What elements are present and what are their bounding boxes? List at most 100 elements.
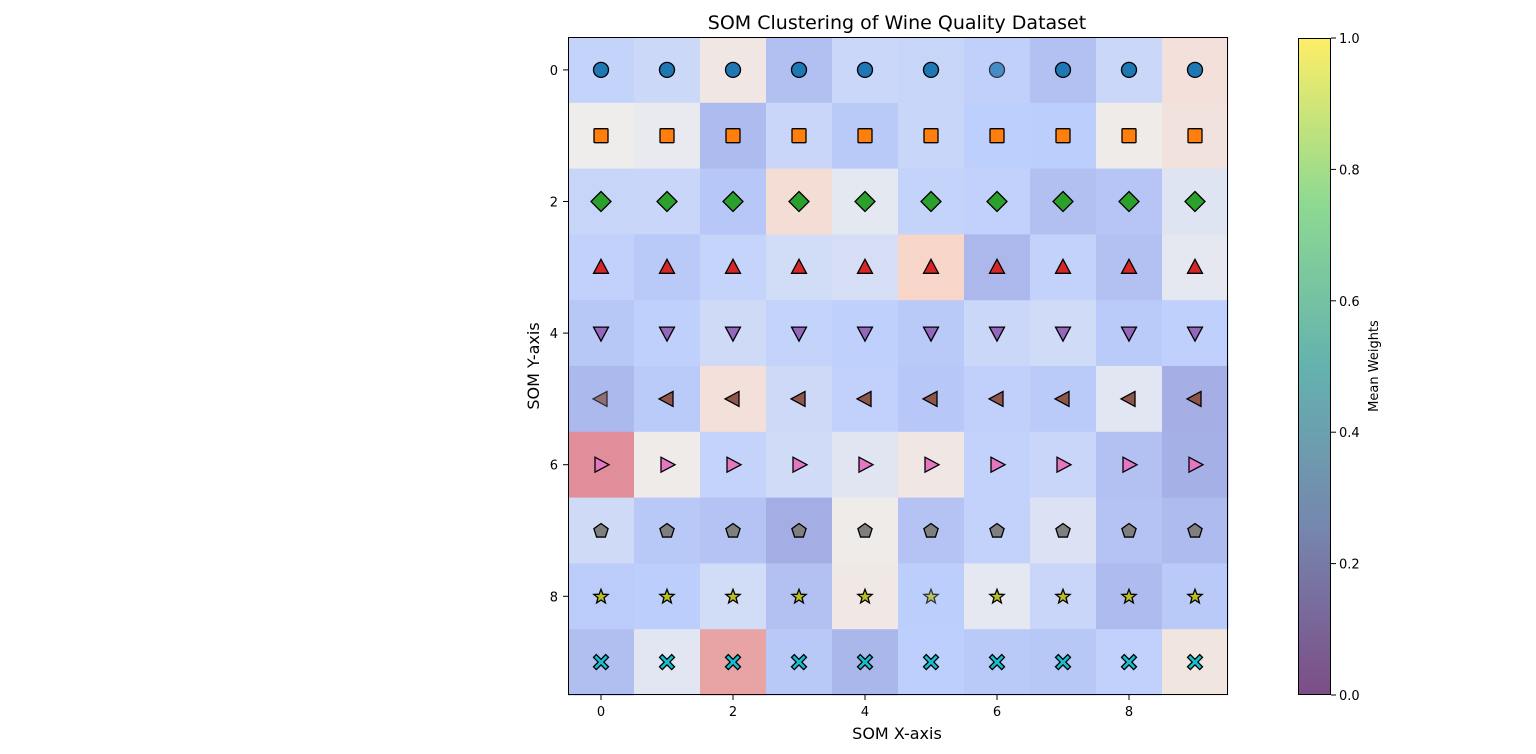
colorbar-frame: [1298, 38, 1331, 695]
plot-frame: [568, 37, 1228, 695]
x-filled-marker: [1120, 653, 1138, 671]
data-point: [594, 456, 611, 474]
data-point: [724, 257, 742, 274]
triangle-right-marker: [792, 456, 809, 474]
circle-marker: [988, 61, 1006, 79]
data-point: [856, 326, 874, 343]
data-point: [722, 190, 744, 213]
x-filled-marker: [988, 653, 1006, 671]
triangle-left-marker: [723, 390, 740, 408]
x-filled-marker: [856, 653, 874, 671]
x-axis-label: SOM X-axis: [852, 724, 942, 743]
data-point: [988, 587, 1006, 605]
marker-layer: [590, 61, 1206, 671]
triangle-right-marker: [726, 456, 743, 474]
colorbar-tick-label: 0.0: [1339, 689, 1360, 704]
triangle-up-marker: [592, 257, 610, 274]
diamond-marker: [1184, 190, 1206, 213]
square-marker: [725, 128, 741, 144]
data-point: [1184, 190, 1206, 213]
diamond-marker: [1118, 190, 1140, 213]
data-point: [1186, 61, 1204, 79]
data-point: [921, 390, 938, 408]
data-point: [724, 587, 742, 605]
data-point: [1120, 587, 1138, 605]
x-filled-marker: [592, 653, 610, 671]
data-point: [790, 257, 808, 274]
square-marker: [791, 128, 807, 144]
triangle-up-marker: [790, 257, 808, 274]
data-point: [659, 128, 675, 144]
data-point: [1120, 326, 1138, 343]
triangle-left-marker: [789, 390, 806, 408]
data-point: [789, 390, 806, 408]
data-point: [1054, 257, 1072, 274]
data-point: [658, 257, 676, 274]
circle-marker: [592, 61, 610, 79]
diamond-marker: [920, 190, 942, 213]
triangle-left-marker: [657, 390, 674, 408]
data-point: [987, 390, 1004, 408]
triangle-up-marker: [724, 257, 742, 274]
data-point: [1122, 456, 1139, 474]
data-point: [1187, 128, 1203, 144]
x-tick-label: 6: [993, 705, 1001, 720]
triangle-right-marker: [924, 456, 941, 474]
colorbar: 0.0 0.2 0.4 0.6 0.8 1.0 Mean Weights: [1298, 32, 1382, 704]
data-point: [790, 61, 808, 79]
triangle-up-marker: [988, 257, 1006, 274]
data-point: [988, 653, 1006, 671]
star-marker: [1120, 587, 1138, 605]
triangle-down-marker: [856, 326, 874, 343]
data-point: [858, 456, 875, 474]
y-tick-label: 8: [550, 590, 558, 605]
x-tick-label: 8: [1125, 705, 1133, 720]
data-point: [724, 61, 742, 79]
square-marker: [659, 128, 675, 144]
y-axis-label: SOM Y-axis: [524, 322, 543, 409]
data-point: [658, 653, 676, 671]
data-point: [1054, 61, 1072, 79]
x-tick-label: 4: [861, 705, 869, 720]
colorbar-tick-label: 0.4: [1339, 426, 1360, 441]
triangle-left-marker: [591, 390, 608, 408]
x-filled-marker: [1054, 653, 1072, 671]
data-point: [593, 128, 609, 144]
triangle-down-marker: [1054, 326, 1072, 343]
diamond-marker: [1052, 190, 1074, 213]
data-point: [1118, 190, 1140, 213]
colorbar-gradient: [1298, 38, 1331, 695]
data-point: [591, 390, 608, 408]
data-point: [920, 190, 942, 213]
pentagon-marker: [923, 522, 939, 538]
triangle-right-marker: [594, 456, 611, 474]
triangle-up-marker: [922, 257, 940, 274]
data-point: [923, 522, 939, 538]
data-point: [856, 587, 874, 605]
data-point: [1120, 61, 1138, 79]
data-point: [593, 522, 609, 538]
diamond-marker: [788, 190, 810, 213]
data-point: [854, 190, 876, 213]
triangle-down-marker: [922, 326, 940, 343]
data-point: [1053, 390, 1070, 408]
data-point: [924, 456, 941, 474]
data-point: [1052, 190, 1074, 213]
y-tick-label: 6: [550, 459, 558, 474]
data-point: [1185, 390, 1202, 408]
triangle-right-marker: [1056, 456, 1073, 474]
colorbar-tick-label: 0.6: [1339, 295, 1360, 310]
data-point: [989, 522, 1005, 538]
circle-marker: [1186, 61, 1204, 79]
data-point: [1055, 522, 1071, 538]
data-point: [1186, 653, 1204, 671]
circle-marker: [922, 61, 940, 79]
data-point: [592, 653, 610, 671]
triangle-down-marker: [1120, 326, 1138, 343]
star-marker: [1054, 587, 1072, 605]
star-marker: [724, 587, 742, 605]
triangle-up-marker: [1054, 257, 1072, 274]
circle-marker: [1054, 61, 1072, 79]
data-point: [658, 587, 676, 605]
data-point: [791, 522, 807, 538]
